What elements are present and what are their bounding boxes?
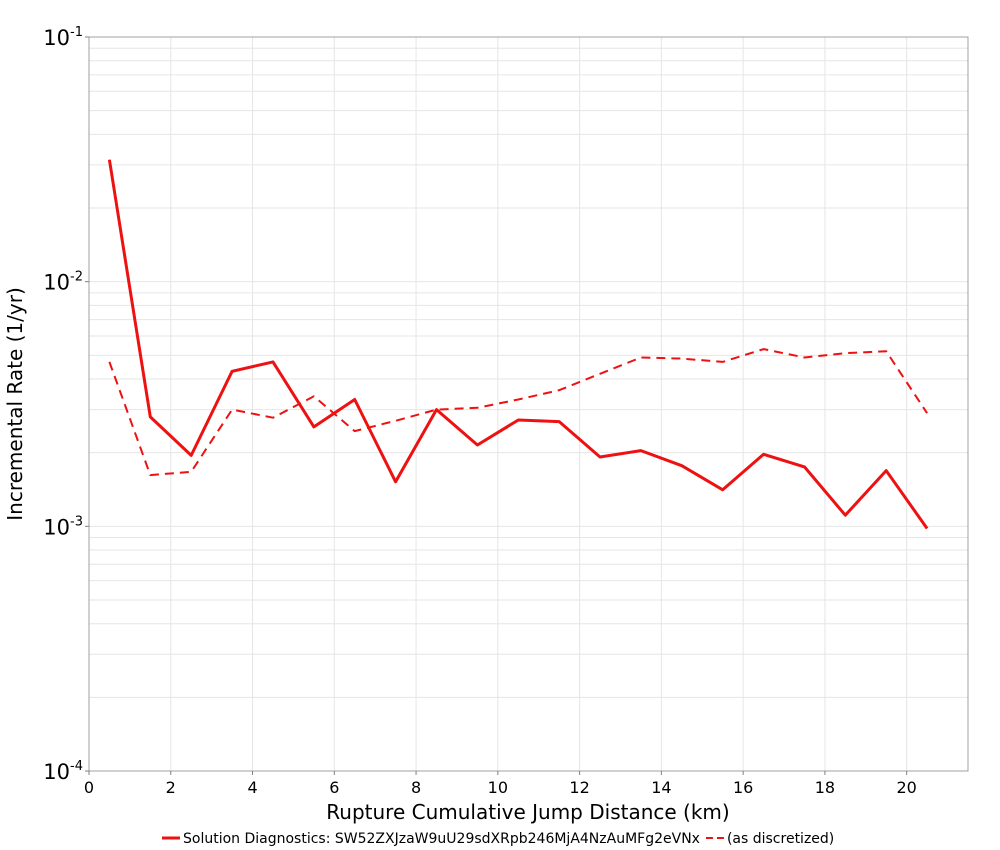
x-tick-label: 0 <box>84 778 94 797</box>
x-tick-label: 8 <box>411 778 421 797</box>
x-tick-label: 2 <box>166 778 176 797</box>
legend-label: (as discretized) <box>727 831 834 847</box>
plot-border <box>88 36 969 772</box>
plot-area <box>89 37 968 771</box>
y-tick-label: 10-2 <box>43 270 83 295</box>
x-tick-label: 4 <box>247 778 257 797</box>
legend-label: Solution Diagnostics: SW52ZXJzaW9uU29sdX… <box>183 831 700 847</box>
y-tick-label: 10-3 <box>43 514 83 539</box>
grid <box>89 37 968 772</box>
x-tick-label: 16 <box>733 778 753 797</box>
legend: Solution Diagnostics: SW52ZXJzaW9uU29sdX… <box>162 831 834 847</box>
series-line-solution <box>107 159 929 530</box>
series-layer <box>107 159 929 530</box>
x-tick-label: 18 <box>815 778 835 797</box>
y-tick-label: 10-4 <box>43 759 83 784</box>
x-tick-label: 10 <box>488 778 508 797</box>
x-axis-title: Rupture Cumulative Jump Distance (km) <box>326 800 729 824</box>
x-tick-label: 14 <box>651 778 671 797</box>
x-tick-label: 20 <box>896 778 916 797</box>
series-line-discretized <box>108 348 928 477</box>
y-axis-title: Incremental Rate (1/yr) <box>3 287 27 520</box>
x-tick-label: 6 <box>329 778 339 797</box>
axes: 0 2 4 6 8 10 12 14 16 18 20 10-4 10-3 10-2 10-1 <box>43 25 917 797</box>
x-tick-label: 12 <box>569 778 589 797</box>
y-tick-label: 10-1 <box>43 25 83 50</box>
